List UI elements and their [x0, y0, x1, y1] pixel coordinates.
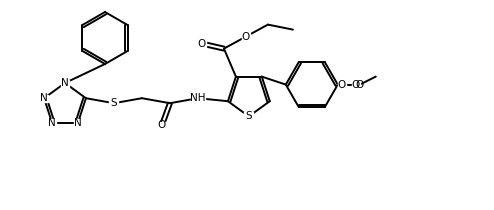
Text: O: O — [352, 80, 360, 90]
Text: N: N — [74, 118, 82, 128]
Text: S: S — [111, 98, 117, 108]
Text: N: N — [48, 118, 56, 128]
Text: O: O — [198, 39, 206, 49]
Bar — [61, 80, 69, 87]
Bar — [74, 119, 82, 126]
Bar — [40, 95, 48, 102]
Bar — [198, 40, 206, 47]
Text: O: O — [356, 80, 364, 90]
Bar — [338, 81, 346, 88]
Text: O: O — [338, 80, 346, 90]
Bar — [352, 81, 360, 88]
Bar — [48, 119, 56, 126]
Bar — [245, 112, 253, 120]
Text: S: S — [246, 111, 252, 121]
Bar — [110, 99, 119, 107]
Text: N: N — [61, 78, 69, 88]
Text: NH: NH — [190, 93, 206, 103]
Text: O: O — [158, 120, 166, 130]
Bar — [191, 94, 205, 102]
Text: O: O — [242, 32, 250, 42]
Bar — [242, 33, 250, 40]
Text: N: N — [40, 93, 48, 103]
Bar — [158, 122, 166, 129]
